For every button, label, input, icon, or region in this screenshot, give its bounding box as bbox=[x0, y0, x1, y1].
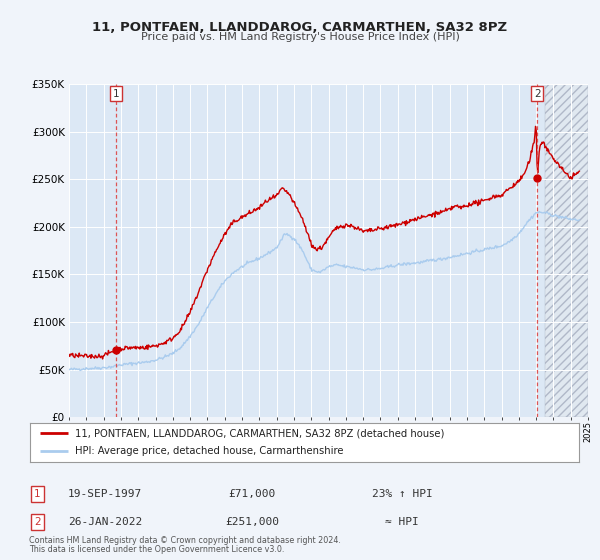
Text: 19-SEP-1997: 19-SEP-1997 bbox=[68, 489, 142, 499]
Text: 1: 1 bbox=[34, 489, 41, 499]
Text: 1: 1 bbox=[113, 88, 119, 99]
Text: This data is licensed under the Open Government Licence v3.0.: This data is licensed under the Open Gov… bbox=[29, 545, 284, 554]
Text: 11, PONTFAEN, LLANDDAROG, CARMARTHEN, SA32 8PZ (detached house): 11, PONTFAEN, LLANDDAROG, CARMARTHEN, SA… bbox=[75, 428, 445, 438]
Text: ≈ HPI: ≈ HPI bbox=[385, 517, 419, 527]
Text: HPI: Average price, detached house, Carmarthenshire: HPI: Average price, detached house, Carm… bbox=[75, 446, 344, 456]
Text: 2: 2 bbox=[34, 517, 41, 527]
Text: Price paid vs. HM Land Registry's House Price Index (HPI): Price paid vs. HM Land Registry's House … bbox=[140, 32, 460, 42]
Text: £71,000: £71,000 bbox=[229, 489, 275, 499]
Text: £251,000: £251,000 bbox=[225, 517, 279, 527]
Text: 26-JAN-2022: 26-JAN-2022 bbox=[68, 517, 142, 527]
Bar bbox=[545, 84, 588, 417]
Text: 2: 2 bbox=[534, 88, 541, 99]
Text: 11, PONTFAEN, LLANDDAROG, CARMARTHEN, SA32 8PZ: 11, PONTFAEN, LLANDDAROG, CARMARTHEN, SA… bbox=[92, 21, 508, 34]
Text: 23% ↑ HPI: 23% ↑ HPI bbox=[371, 489, 433, 499]
Text: Contains HM Land Registry data © Crown copyright and database right 2024.: Contains HM Land Registry data © Crown c… bbox=[29, 536, 341, 545]
